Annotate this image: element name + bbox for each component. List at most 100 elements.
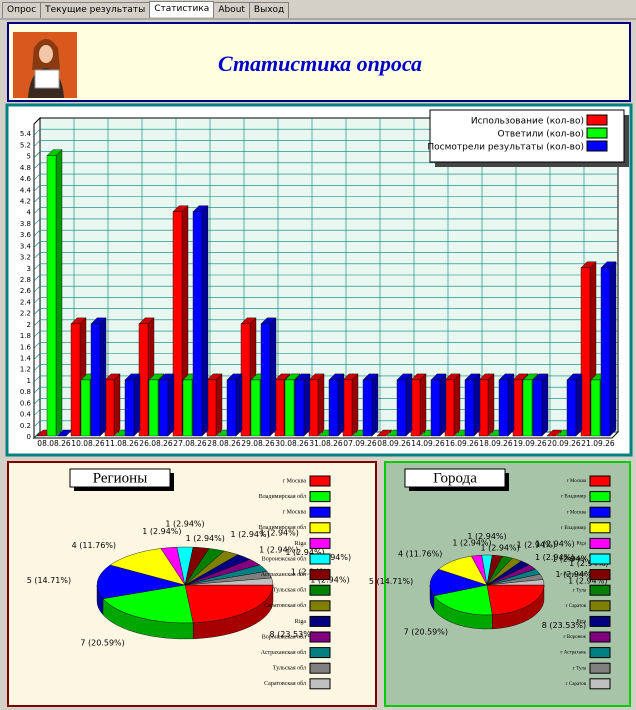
pie-value-label: 1 (2.94%) xyxy=(142,527,181,536)
bar xyxy=(206,379,217,437)
y-tick-label: 3.4 xyxy=(20,242,32,250)
bar xyxy=(138,323,149,437)
grid-line xyxy=(33,229,41,237)
grid-line xyxy=(33,274,41,282)
legend-swatch xyxy=(309,600,331,612)
grid-line xyxy=(33,319,41,327)
pie-value-label: 1 (2.94%) xyxy=(230,530,269,539)
bar xyxy=(148,379,159,437)
bar xyxy=(362,379,373,437)
pie-value-label: 1 (2.94%) xyxy=(535,539,574,548)
legend-label: Riga xyxy=(577,620,587,625)
legend-swatch xyxy=(309,678,331,690)
y-tick-label: 1.2 xyxy=(20,366,31,374)
grid-line xyxy=(33,185,41,192)
bar xyxy=(396,379,407,437)
pie-slice xyxy=(429,568,488,597)
grid-line xyxy=(33,140,41,147)
legend-swatch xyxy=(586,127,608,139)
legend-label: г Москва xyxy=(283,478,307,484)
legend-swatch xyxy=(589,569,611,581)
bar xyxy=(284,379,295,437)
bar-side xyxy=(439,373,447,437)
legend-swatch xyxy=(309,475,331,487)
legend-label: Посмотрели результаты (кол-во) xyxy=(427,143,584,153)
grid-line xyxy=(33,420,41,427)
pie-slice xyxy=(184,584,274,624)
grid-line xyxy=(33,330,41,338)
legend-label: Riga xyxy=(295,619,307,625)
legend-swatch xyxy=(309,647,331,659)
y-tick-label: 4.2 xyxy=(20,198,31,206)
pie-slice xyxy=(184,577,274,586)
bar xyxy=(532,379,543,437)
bar xyxy=(226,379,237,437)
y-tick-label: 3.8 xyxy=(20,220,31,228)
bar xyxy=(80,379,91,437)
bar xyxy=(294,379,305,437)
pie-slice xyxy=(486,579,545,586)
bar xyxy=(250,379,261,437)
bar xyxy=(274,379,285,437)
y-tick-label: 0.6 xyxy=(20,399,32,407)
legend-swatch xyxy=(589,600,611,612)
legend-label: Riga xyxy=(577,542,587,547)
y-tick-label: 3 xyxy=(27,265,31,273)
legend-swatch xyxy=(589,615,611,627)
bar xyxy=(260,323,271,437)
bar-side xyxy=(609,261,617,437)
bar xyxy=(590,379,601,437)
x-tick-label: 27.08.26 xyxy=(173,439,207,448)
bar-side xyxy=(303,373,311,437)
y-tick-label: 4.8 xyxy=(20,164,31,172)
bar xyxy=(158,379,169,437)
grid-line xyxy=(33,375,41,383)
pie-value-label: 4 (11.76%) xyxy=(398,549,442,558)
bar-side xyxy=(113,373,121,437)
legend-label: Саратовская обл xyxy=(264,680,306,687)
bar-side xyxy=(269,317,277,437)
legend-swatch xyxy=(589,678,611,690)
legend-label: Владимирская обл xyxy=(259,524,306,531)
legend-swatch xyxy=(589,537,611,549)
tab[interactable]: Выход xyxy=(248,2,290,18)
y-tick-label: 5.4 xyxy=(20,130,32,138)
bar-side xyxy=(371,373,379,437)
pie-title: Регионы xyxy=(93,470,148,486)
pie-value-label: 1 (2.94%) xyxy=(516,540,555,549)
pie-slice xyxy=(96,564,186,599)
y-tick-label: 0.4 xyxy=(20,411,32,419)
bar xyxy=(478,379,489,437)
legend-label: Астраханская обл xyxy=(261,571,306,578)
legend-swatch xyxy=(586,114,608,126)
legend-swatch xyxy=(589,631,611,643)
x-tick-label: 26.08.26 xyxy=(139,439,173,448)
pie-value-label: 1 (2.94%) xyxy=(165,519,204,528)
y-tick-label: 0 xyxy=(27,433,31,441)
legend-swatch xyxy=(309,491,331,503)
y-tick-label: 2.2 xyxy=(20,310,31,318)
grid-line xyxy=(33,207,41,214)
grid-line xyxy=(33,151,41,158)
bar-side xyxy=(235,373,243,437)
tab[interactable]: Статистика xyxy=(149,1,215,17)
y-tick-label: 4.6 xyxy=(20,175,32,183)
bar xyxy=(240,323,251,437)
pie-value-label: 1 (2.94%) xyxy=(552,555,591,564)
y-tick-label: 4.4 xyxy=(20,186,32,194)
pie-value-label: 1 (2.94%) xyxy=(480,544,519,553)
grid-line xyxy=(33,297,41,304)
grid-line xyxy=(33,286,41,293)
legend-swatch xyxy=(589,506,611,518)
bar-top xyxy=(56,429,73,437)
bar xyxy=(430,379,441,437)
legend-label: г Воронеж xyxy=(564,557,587,562)
bar-side xyxy=(337,373,345,437)
pie-value-label: 5 (14.71%) xyxy=(369,577,413,586)
legend-swatch xyxy=(309,553,331,565)
bar xyxy=(328,379,339,437)
x-tick-label: 07.09.26 xyxy=(343,439,377,448)
legend-swatch xyxy=(589,553,611,565)
pie-value-label: 7 (20.59%) xyxy=(404,628,448,637)
pie-title: Города xyxy=(433,470,477,486)
